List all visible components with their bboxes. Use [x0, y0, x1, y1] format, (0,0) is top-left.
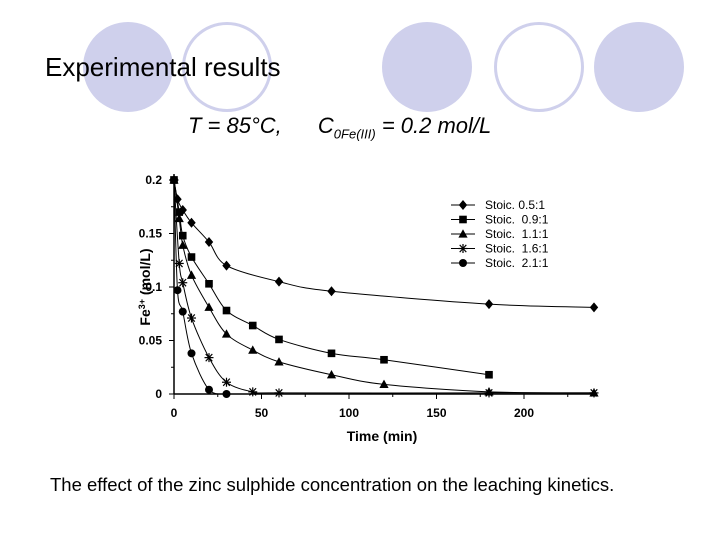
data-point-diamond: [274, 276, 284, 287]
temperature-text: T = 85°C,: [188, 113, 282, 138]
y-tick-label: 0.15: [139, 227, 163, 241]
decor-circle-5: [594, 22, 684, 112]
y-tick-label: 0.1: [145, 280, 162, 294]
data-point-square: [248, 321, 257, 330]
series-line-square: [173, 179, 490, 376]
x-tick-label: 0: [171, 406, 178, 420]
data-point-circle: [173, 286, 182, 295]
series-asterisk: [169, 175, 599, 398]
data-point-circle: [178, 307, 187, 316]
slide-caption: The effect of the zinc sulphide concentr…: [50, 474, 615, 495]
data-point-asterisk: [274, 388, 284, 398]
data-point-triangle: [274, 357, 284, 366]
legend-marker-diamond: [458, 200, 468, 210]
data-point-diamond: [589, 302, 599, 313]
data-point-asterisk: [178, 278, 188, 288]
concentration-value: = 0.2 mol/L: [375, 113, 492, 138]
data-point-triangle: [178, 240, 188, 249]
x-tick-label: 100: [339, 406, 359, 420]
legend-label: Stoic. 0.5:1: [485, 198, 545, 212]
data-point-diamond: [484, 299, 494, 310]
data-point-square: [205, 279, 213, 288]
data-point-diamond: [187, 217, 196, 228]
concentration-subscript: 0Fe(III): [333, 126, 376, 142]
data-point-square: [485, 370, 493, 379]
data-point-triangle: [379, 379, 389, 388]
data-point-diamond: [327, 286, 336, 297]
data-point-square: [187, 253, 196, 261]
x-tick-label: 150: [426, 406, 446, 420]
y-tick-label: 0: [155, 387, 162, 401]
decor-circle-3: [382, 22, 472, 112]
data-point-square: [222, 306, 231, 315]
concentration-symbol: C: [317, 113, 334, 138]
slide-title: Experimental results: [45, 52, 281, 82]
x-tick-label: 50: [255, 406, 269, 420]
legend-marker-circle: [459, 259, 467, 267]
y-axis-label-main: Fe: [137, 309, 153, 326]
data-point-square: [178, 231, 187, 240]
data-point-triangle: [221, 329, 232, 338]
data-point-circle: [205, 385, 213, 394]
data-point-circle: [222, 390, 231, 398]
decor-circle-1: [83, 22, 173, 112]
data-point-square: [380, 355, 388, 364]
legend-label: Stoic. 1.6:1: [485, 242, 549, 256]
legend-marker-square: [459, 215, 467, 224]
legend-marker-triangle: [458, 229, 468, 238]
decor-circle-2: [182, 22, 272, 112]
data-point-triangle: [204, 302, 214, 311]
data-point-triangle: [248, 345, 258, 354]
data-point-asterisk: [248, 387, 258, 397]
y-tick-label: 0.05: [139, 334, 163, 348]
y-axis-label-sup: 3+: [137, 299, 147, 309]
decor-circle-4: [494, 22, 584, 112]
data-point-square: [275, 335, 283, 344]
series-square: [170, 176, 493, 379]
y-axis-label-unit: (mol/L): [137, 248, 153, 299]
data-point-diamond: [204, 237, 214, 248]
legend-label: Stoic. 0.9:1: [485, 213, 549, 227]
data-point-triangle: [186, 270, 197, 279]
data-point-diamond: [222, 260, 231, 271]
legend-label: Stoic. 1.1:1: [485, 227, 549, 241]
data-point-asterisk: [222, 377, 231, 387]
y-tick-label: 0.2: [145, 173, 162, 187]
data-point-asterisk: [484, 388, 494, 398]
y-axis-label: Fe3+ (mol/L): [137, 248, 153, 325]
data-point-triangle: [326, 369, 337, 379]
series-diamond: [169, 175, 599, 313]
legend-label: Stoic. 2.1:1: [485, 256, 549, 270]
data-point-circle: [187, 349, 196, 358]
data-point-square: [175, 208, 184, 216]
data-point-triangle: [174, 213, 184, 223]
data-point-asterisk: [589, 388, 599, 398]
series-circle: [170, 176, 231, 398]
x-axis-label: Time (min): [347, 428, 418, 444]
data-point-asterisk: [187, 313, 196, 323]
data-point-circle: [170, 176, 178, 184]
experiment-conditions: T = 85°C, C0Fe(III) = 0.2 mol/L: [188, 113, 491, 141]
data-point-square: [327, 349, 336, 358]
x-tick-label: 200: [514, 406, 534, 420]
data-point-asterisk: [204, 353, 214, 363]
legend-marker-asterisk: [458, 244, 468, 253]
